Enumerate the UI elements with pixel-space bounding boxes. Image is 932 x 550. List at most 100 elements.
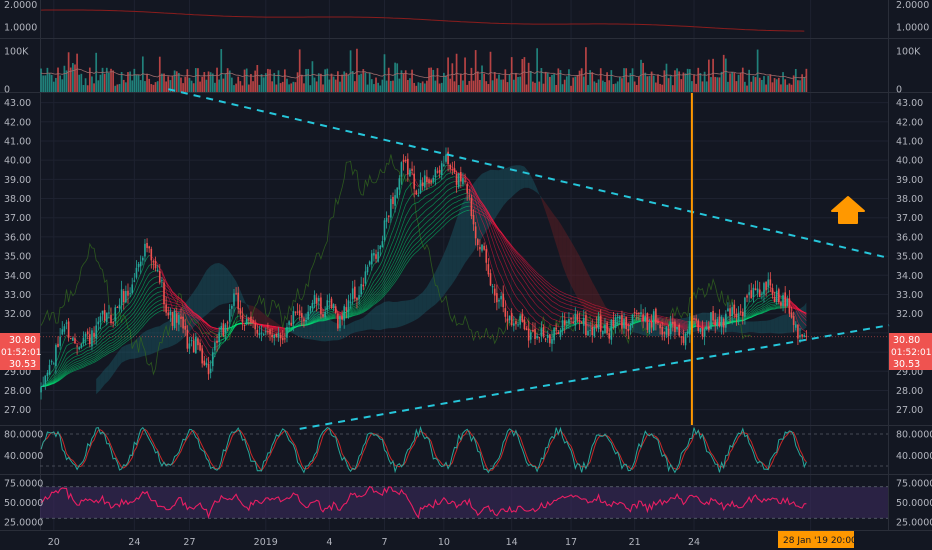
volume-bar xyxy=(536,48,538,92)
candle-body xyxy=(767,279,770,288)
volume-bar xyxy=(379,85,382,92)
candle-body xyxy=(161,280,163,282)
price-tick-right: 29.00 xyxy=(896,367,923,378)
volume-bar xyxy=(394,62,396,92)
ichimoku-cloud-segment xyxy=(571,241,576,294)
ema-ribbon-line xyxy=(335,313,343,316)
candle-body xyxy=(457,173,460,188)
candle-body xyxy=(423,175,426,188)
ema-ribbon-line xyxy=(342,181,455,315)
ichimoku-cloud-segment xyxy=(202,270,207,319)
candle-body xyxy=(716,319,719,327)
candle-body xyxy=(538,337,541,339)
volume-bar xyxy=(201,76,204,92)
volume-bar xyxy=(366,84,369,92)
volume-bar xyxy=(718,77,721,92)
volume-bar xyxy=(118,84,121,92)
volume-bar xyxy=(591,72,594,92)
ema-ribbon-line xyxy=(112,263,154,323)
volume-bar xyxy=(303,83,305,92)
ichimoku-cloud-segment xyxy=(253,305,258,325)
volume-bar xyxy=(625,68,628,92)
candle-body xyxy=(224,324,227,334)
candle-body xyxy=(568,319,570,324)
volume-bar xyxy=(773,78,776,92)
candle-body xyxy=(190,340,193,342)
volume-bar xyxy=(746,85,748,92)
candle-body xyxy=(462,178,464,184)
volume-tick-left: 100K xyxy=(4,47,29,58)
ichimoku-cloud-segment xyxy=(787,313,792,333)
candle-body xyxy=(156,269,159,271)
volume-bar xyxy=(347,74,350,92)
volume-bar xyxy=(606,72,608,92)
candle-body xyxy=(368,261,371,265)
candle-body xyxy=(178,315,180,325)
ema-ribbon-line xyxy=(318,303,326,311)
candle-body xyxy=(733,304,736,314)
candle-body xyxy=(720,316,723,328)
candle-body xyxy=(317,298,320,302)
ichimoku-cloud-segment xyxy=(261,311,266,336)
volume-bar xyxy=(498,74,500,92)
volume-bar xyxy=(256,65,259,92)
ema-ribbon-line xyxy=(411,182,419,188)
candle-body xyxy=(705,326,708,330)
volume-bar xyxy=(141,56,144,92)
price-tick-right: 34.00 xyxy=(896,271,923,282)
ichimoku-cloud-segment xyxy=(744,321,750,333)
ema-ribbon-line xyxy=(645,319,652,321)
ema-ribbon-line xyxy=(253,323,285,329)
candle-body xyxy=(326,300,329,310)
candle-body xyxy=(748,292,750,296)
candle-body xyxy=(652,311,655,331)
candle-body xyxy=(432,177,435,182)
x-tick-label: 24 xyxy=(128,537,140,548)
volume-bar xyxy=(436,68,439,92)
volume-bar xyxy=(502,79,505,92)
price-tick-left: 37.00 xyxy=(4,213,31,224)
ema-ribbon-line xyxy=(645,320,652,323)
price-tick-left: 38.00 xyxy=(4,194,31,205)
rsi-tick-left: 75.0000 xyxy=(4,478,43,489)
volume-bar xyxy=(362,69,365,92)
candle-body xyxy=(451,169,454,171)
volume-bar xyxy=(135,74,138,92)
volume-bar xyxy=(337,71,339,92)
volume-bar xyxy=(190,80,193,92)
volume-bar xyxy=(320,73,322,92)
candle-body xyxy=(375,254,377,259)
price-tick-left: 34.00 xyxy=(4,271,31,282)
volume-bar xyxy=(457,85,460,92)
volume-bar xyxy=(392,80,394,92)
rsi-panel xyxy=(40,485,888,519)
candle-body xyxy=(167,312,170,316)
candle-body xyxy=(557,332,560,335)
ichimoku-cloud-segment xyxy=(439,254,444,301)
candle-body xyxy=(262,334,265,336)
ema-ribbon-line xyxy=(624,321,631,324)
volume-bar xyxy=(78,74,81,92)
volume-bar xyxy=(61,79,64,92)
candle-body xyxy=(307,311,309,320)
candle-body xyxy=(74,338,76,344)
volume-bar xyxy=(40,68,42,92)
volume-bar xyxy=(328,79,331,92)
ichimoku-cloud-segment xyxy=(359,317,364,332)
ichimoku-cloud-segment xyxy=(367,310,372,330)
volume-bar xyxy=(684,73,687,92)
volume-bar xyxy=(101,67,104,92)
candle-body xyxy=(447,151,449,165)
x-tick-label: 2019 xyxy=(254,537,278,548)
volume-bar xyxy=(489,51,492,92)
volume-bar xyxy=(553,74,555,92)
candle-body xyxy=(110,314,112,324)
candle-body xyxy=(404,159,407,162)
candle-body xyxy=(417,195,420,197)
candle-body xyxy=(322,314,324,317)
volume-bar xyxy=(381,79,384,92)
ichimoku-cloud-segment xyxy=(562,227,567,277)
stoch-k-line xyxy=(40,425,807,474)
volume-bar xyxy=(116,84,119,92)
